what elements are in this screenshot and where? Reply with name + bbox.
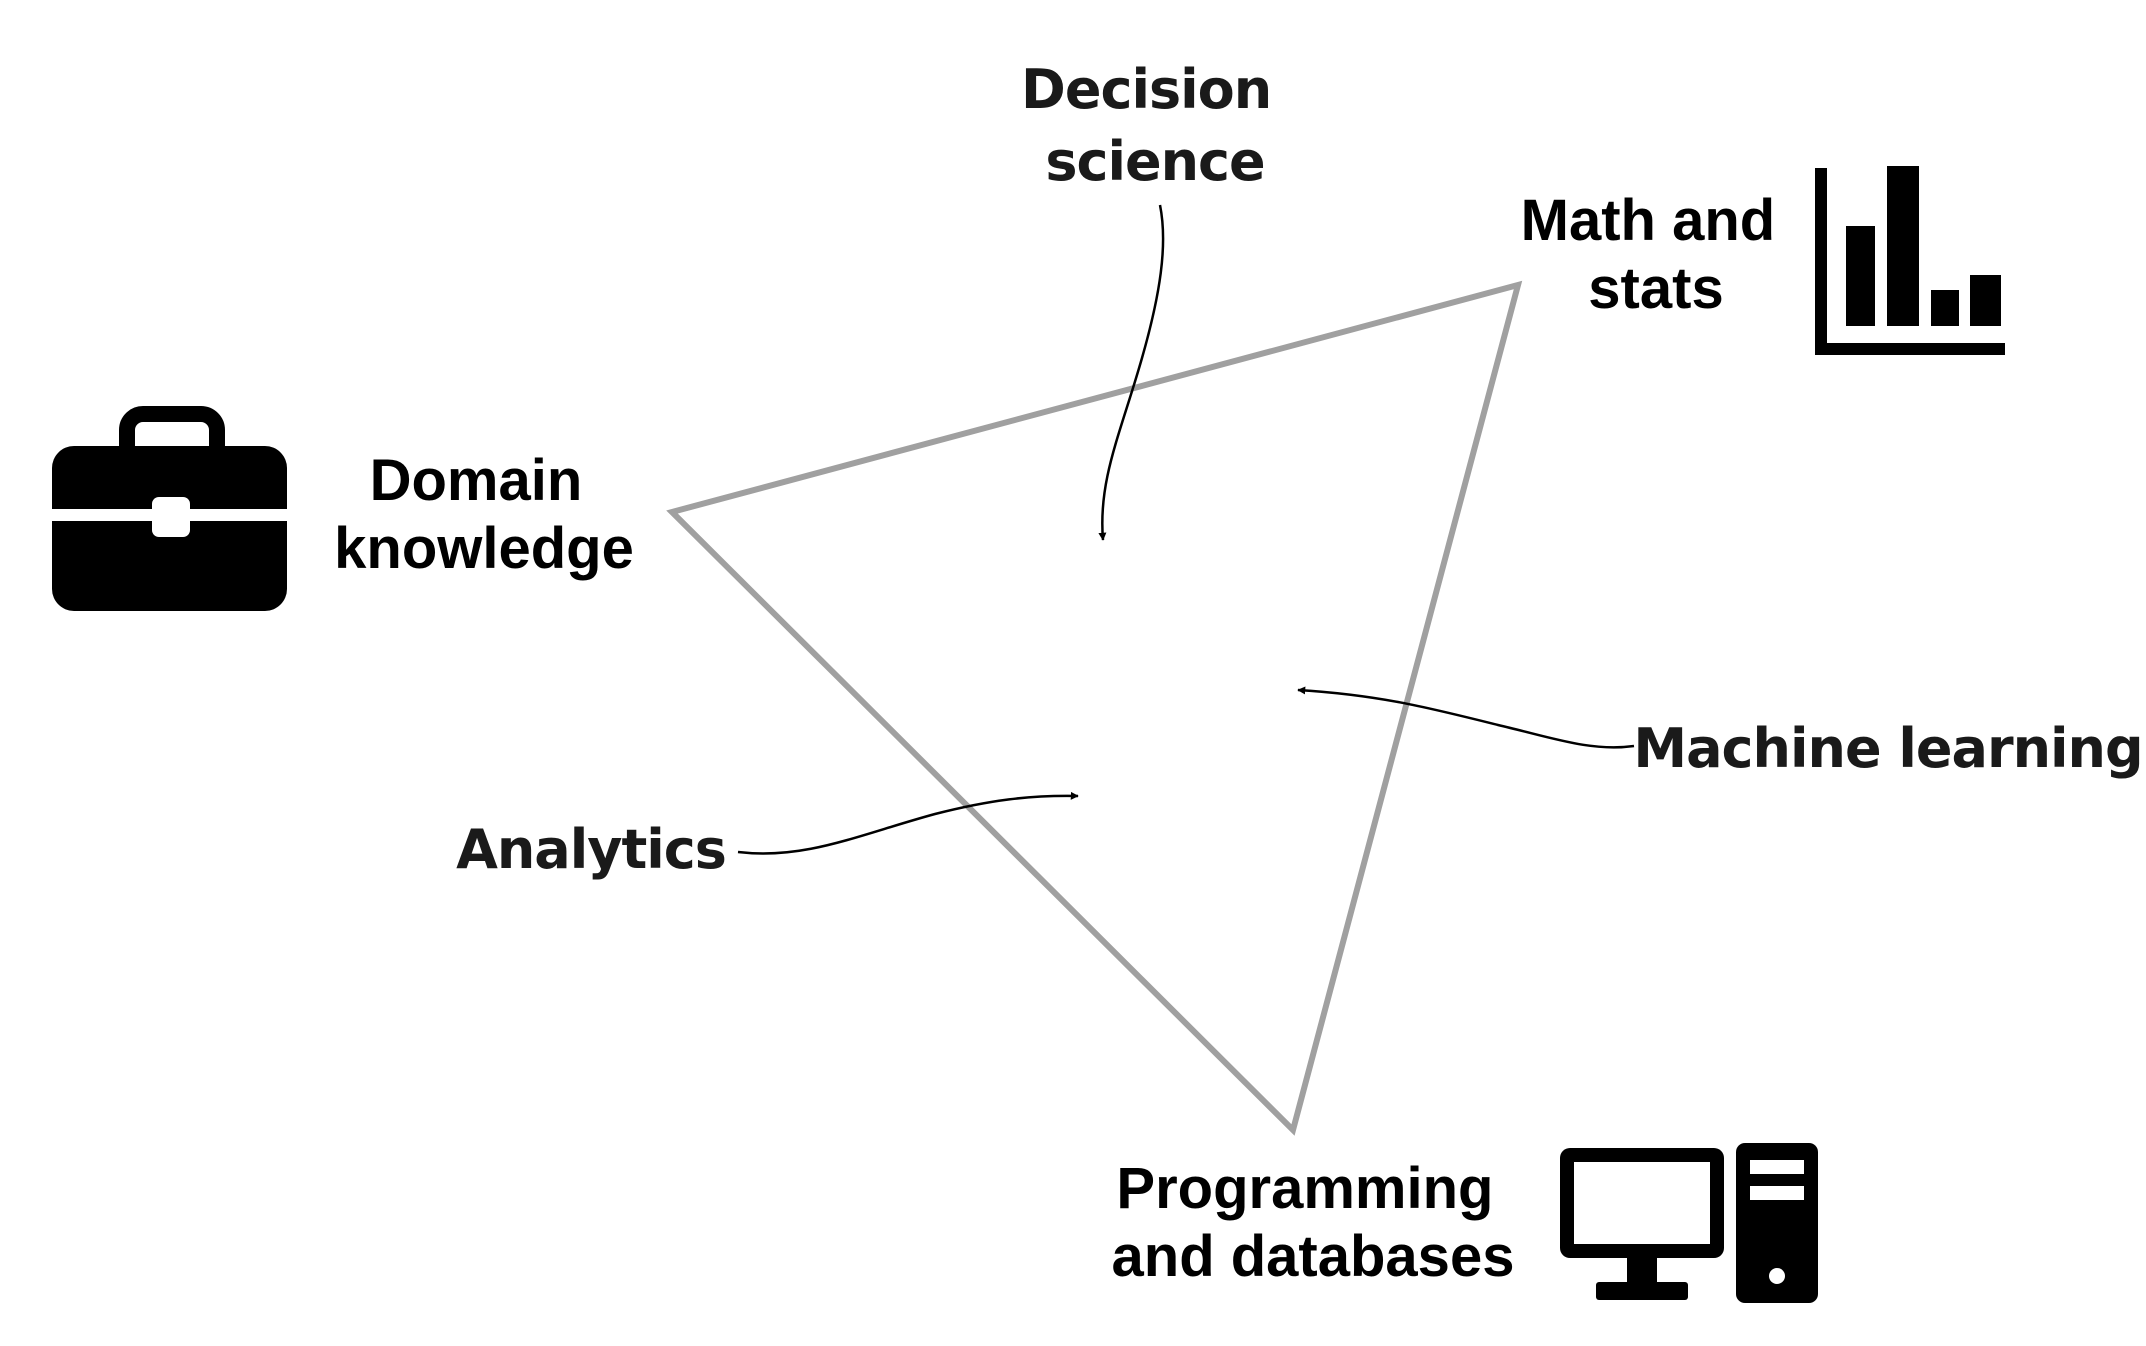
machine-learning-label: Machine learning: [1633, 717, 2142, 780]
math-and-stats-label: Math and stats: [1521, 188, 1792, 321]
briefcase-icon: [52, 406, 287, 611]
math-and-stats-line1: Math and: [1521, 188, 1776, 253]
decision-science-line1: Decision: [1021, 58, 1271, 121]
decision-science-label: Decision science: [1021, 58, 1289, 193]
programming-line2: and databases: [1112, 1224, 1515, 1289]
decision-science-line2: science: [1045, 130, 1264, 193]
domain-knowledge-line1: Domain: [370, 448, 583, 513]
triangle-outline: [666, 280, 1523, 1136]
desktop-computer-icon: [1560, 1143, 1818, 1303]
math-and-stats-line2: stats: [1588, 256, 1723, 321]
programming-and-databases-label: Programming and databases: [1112, 1156, 1515, 1289]
bar-chart-icon: [1815, 166, 2005, 355]
machine-learning-arrow: [1297, 686, 1635, 749]
programming-line1: Programming: [1116, 1156, 1493, 1221]
domain-knowledge-line2: knowledge: [334, 516, 634, 581]
domain-knowledge-label: Domain knowledge: [334, 448, 634, 581]
analytics-arrow: [737, 791, 1079, 855]
analytics-label: Analytics: [456, 818, 726, 881]
decision-science-arrow: [1098, 204, 1165, 541]
